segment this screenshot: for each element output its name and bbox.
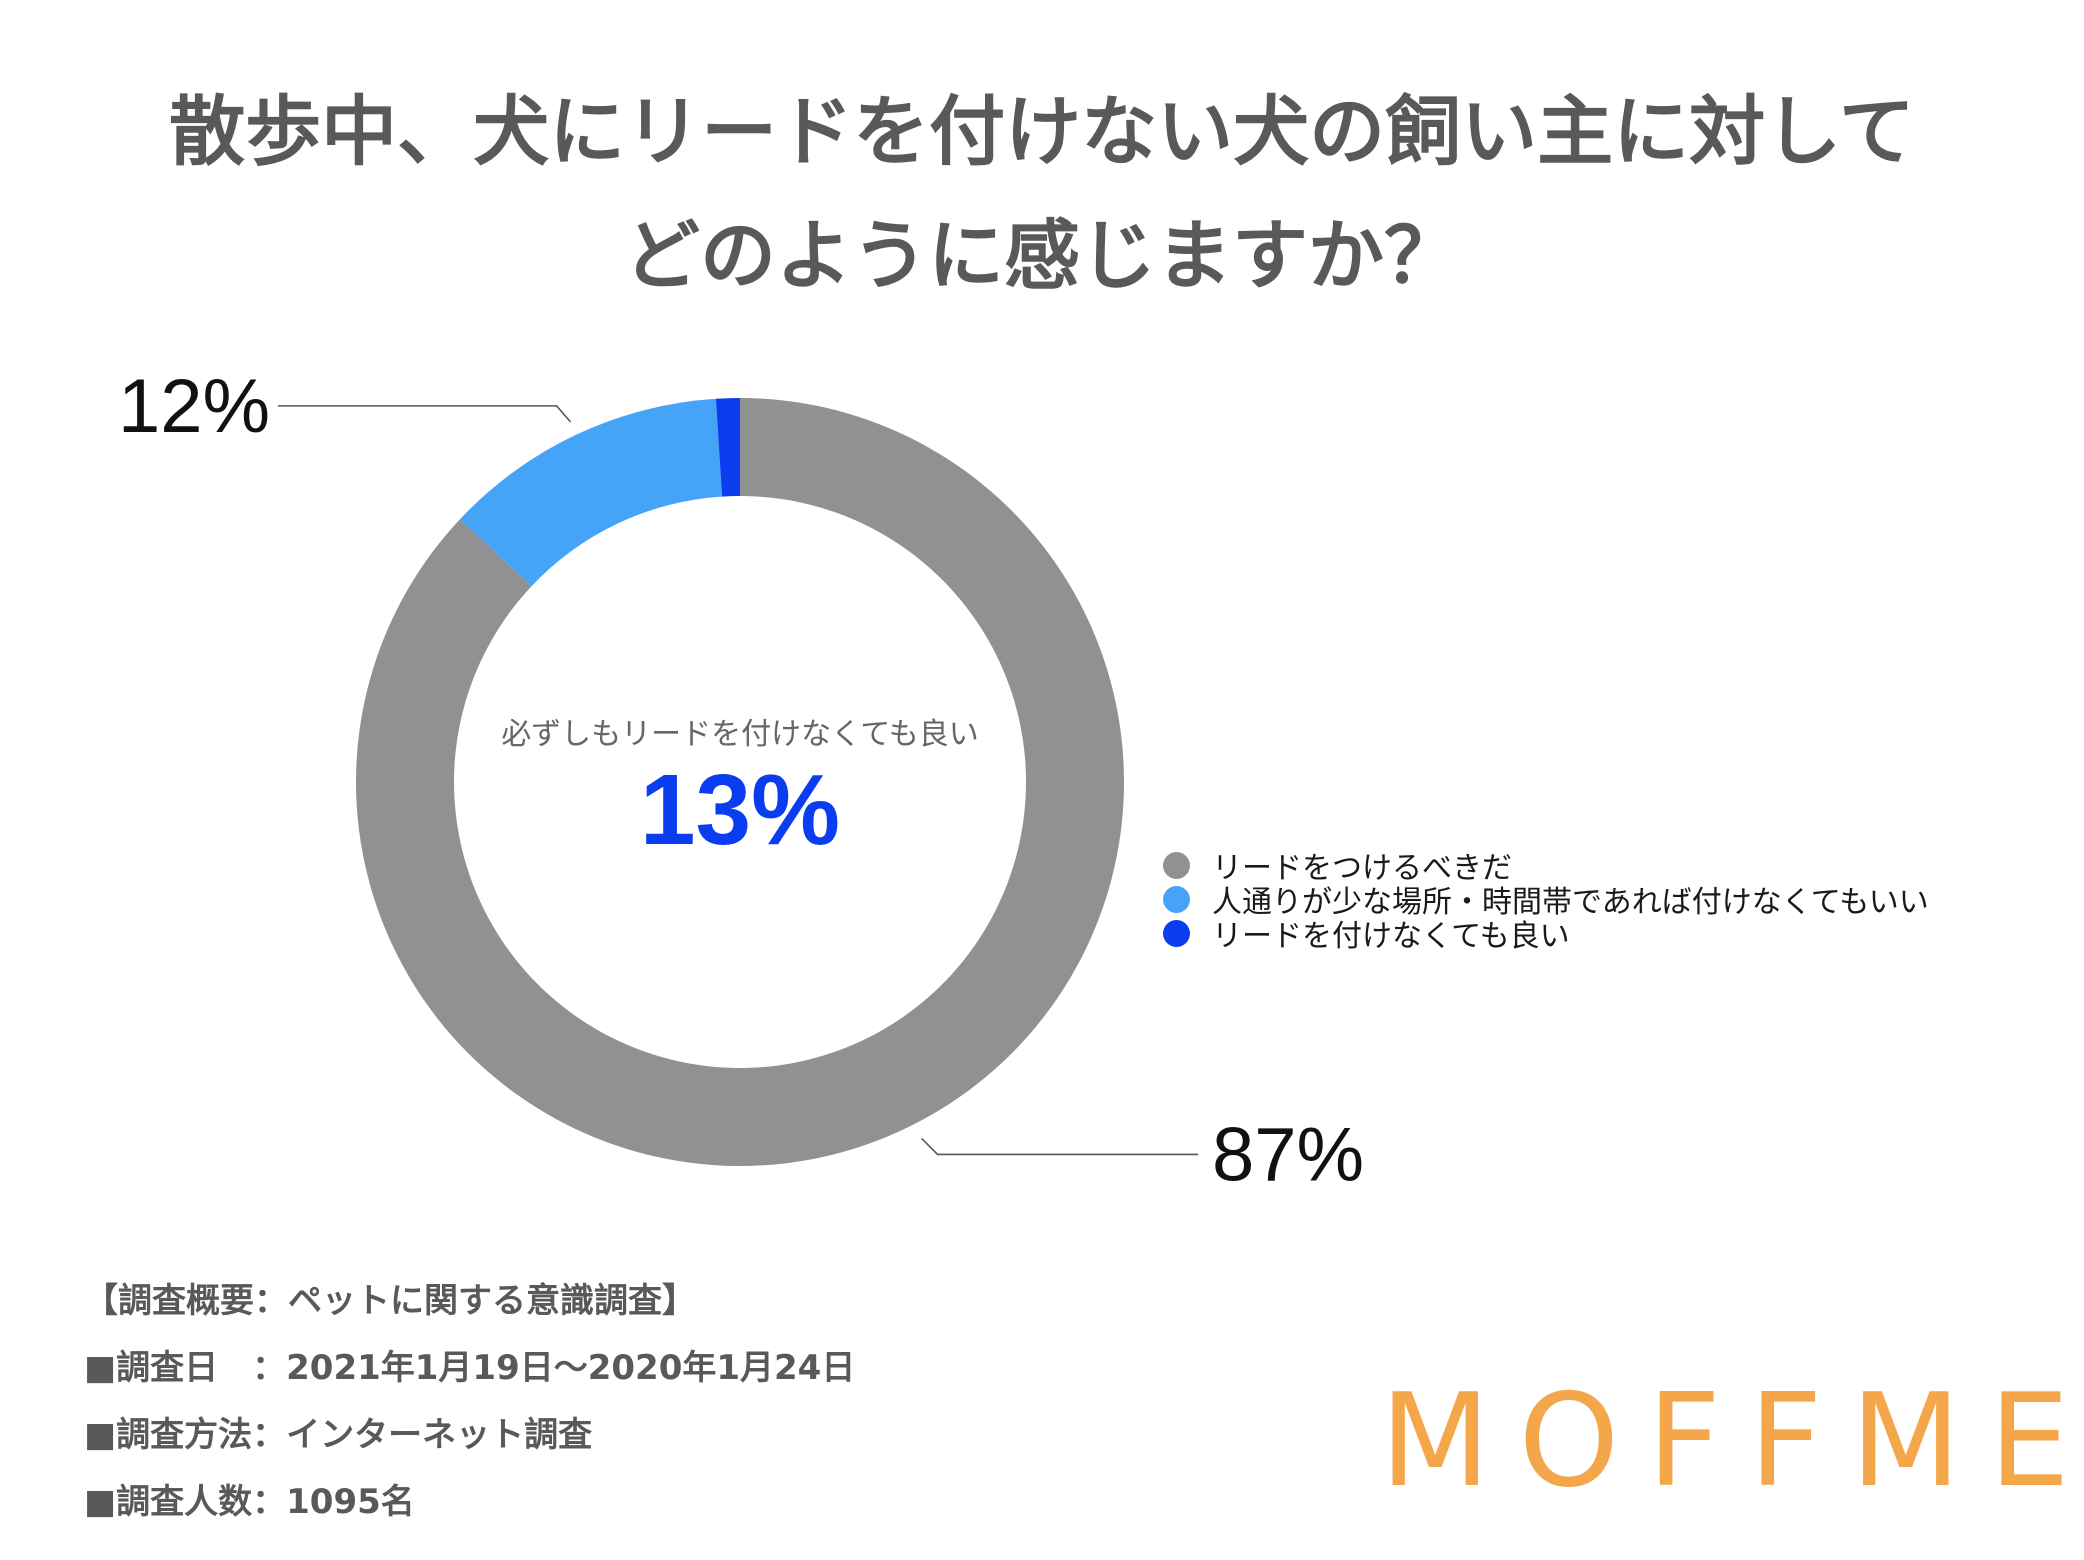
center-caption: 必ずしもリードを付けなくても良い (501, 717, 979, 752)
legend-label: リードを付けなくても良い (1212, 919, 1570, 954)
donut-slice-1 (460, 398, 723, 587)
legend-label: 人通りが少な場所・時間帯であれば付けなくてもいい (1212, 885, 1929, 920)
chart-title: 散歩中、犬にリードを付けない犬の飼い主に対して どのように感じますか？ (0, 70, 2084, 318)
legend-dot-light-blue (1163, 885, 1190, 913)
moffme-logo: MOFFME (1380, 1367, 2084, 1516)
legend-dot-blue (1163, 919, 1190, 947)
center-value: 13% (640, 754, 840, 866)
title-line-2: どのように感じますか？ (624, 211, 1460, 300)
legend-dot-gray (1163, 851, 1190, 879)
survey-title: 【調査概要：ペットに関する意識調査】 (84, 1281, 696, 1321)
legend-label: リードをつけるべきだ (1212, 851, 1512, 886)
chart-legend: リードをつけるべきだ 人通りが少な場所・時間帯であれば付けなくてもいい リードを… (1163, 848, 1929, 954)
legend-item-ok-if-few-people: 人通りが少な場所・時間帯であれば付けなくてもいい (1163, 882, 1929, 920)
slice-label-12: 12% (118, 364, 270, 449)
leader-line-12 (278, 405, 572, 423)
donut-slice-2 (715, 398, 740, 497)
survey-date: ■調査日 ：2021年1月19日〜2020年1月24日 (84, 1348, 856, 1388)
slice-label-87: 87% (1212, 1112, 1364, 1197)
donut-slices (356, 398, 1125, 1166)
legend-item-no-leash-ok: リードを付けなくても良い (1163, 916, 1929, 954)
legend-item-should-leash: リードをつけるべきだ (1163, 848, 1929, 886)
survey-method: ■調査方法：インターネット調査 (84, 1415, 593, 1455)
survey-summary: 【調査概要：ペットに関する意識調査】 ■調査日 ：2021年1月19日〜2020… (84, 1268, 855, 1536)
leader-line-87 (921, 1137, 1198, 1156)
title-line-1: 散歩中、犬にリードを付けない犬の飼い主に対して (169, 87, 1915, 176)
survey-count: ■調査人数：1095名 (84, 1482, 415, 1522)
